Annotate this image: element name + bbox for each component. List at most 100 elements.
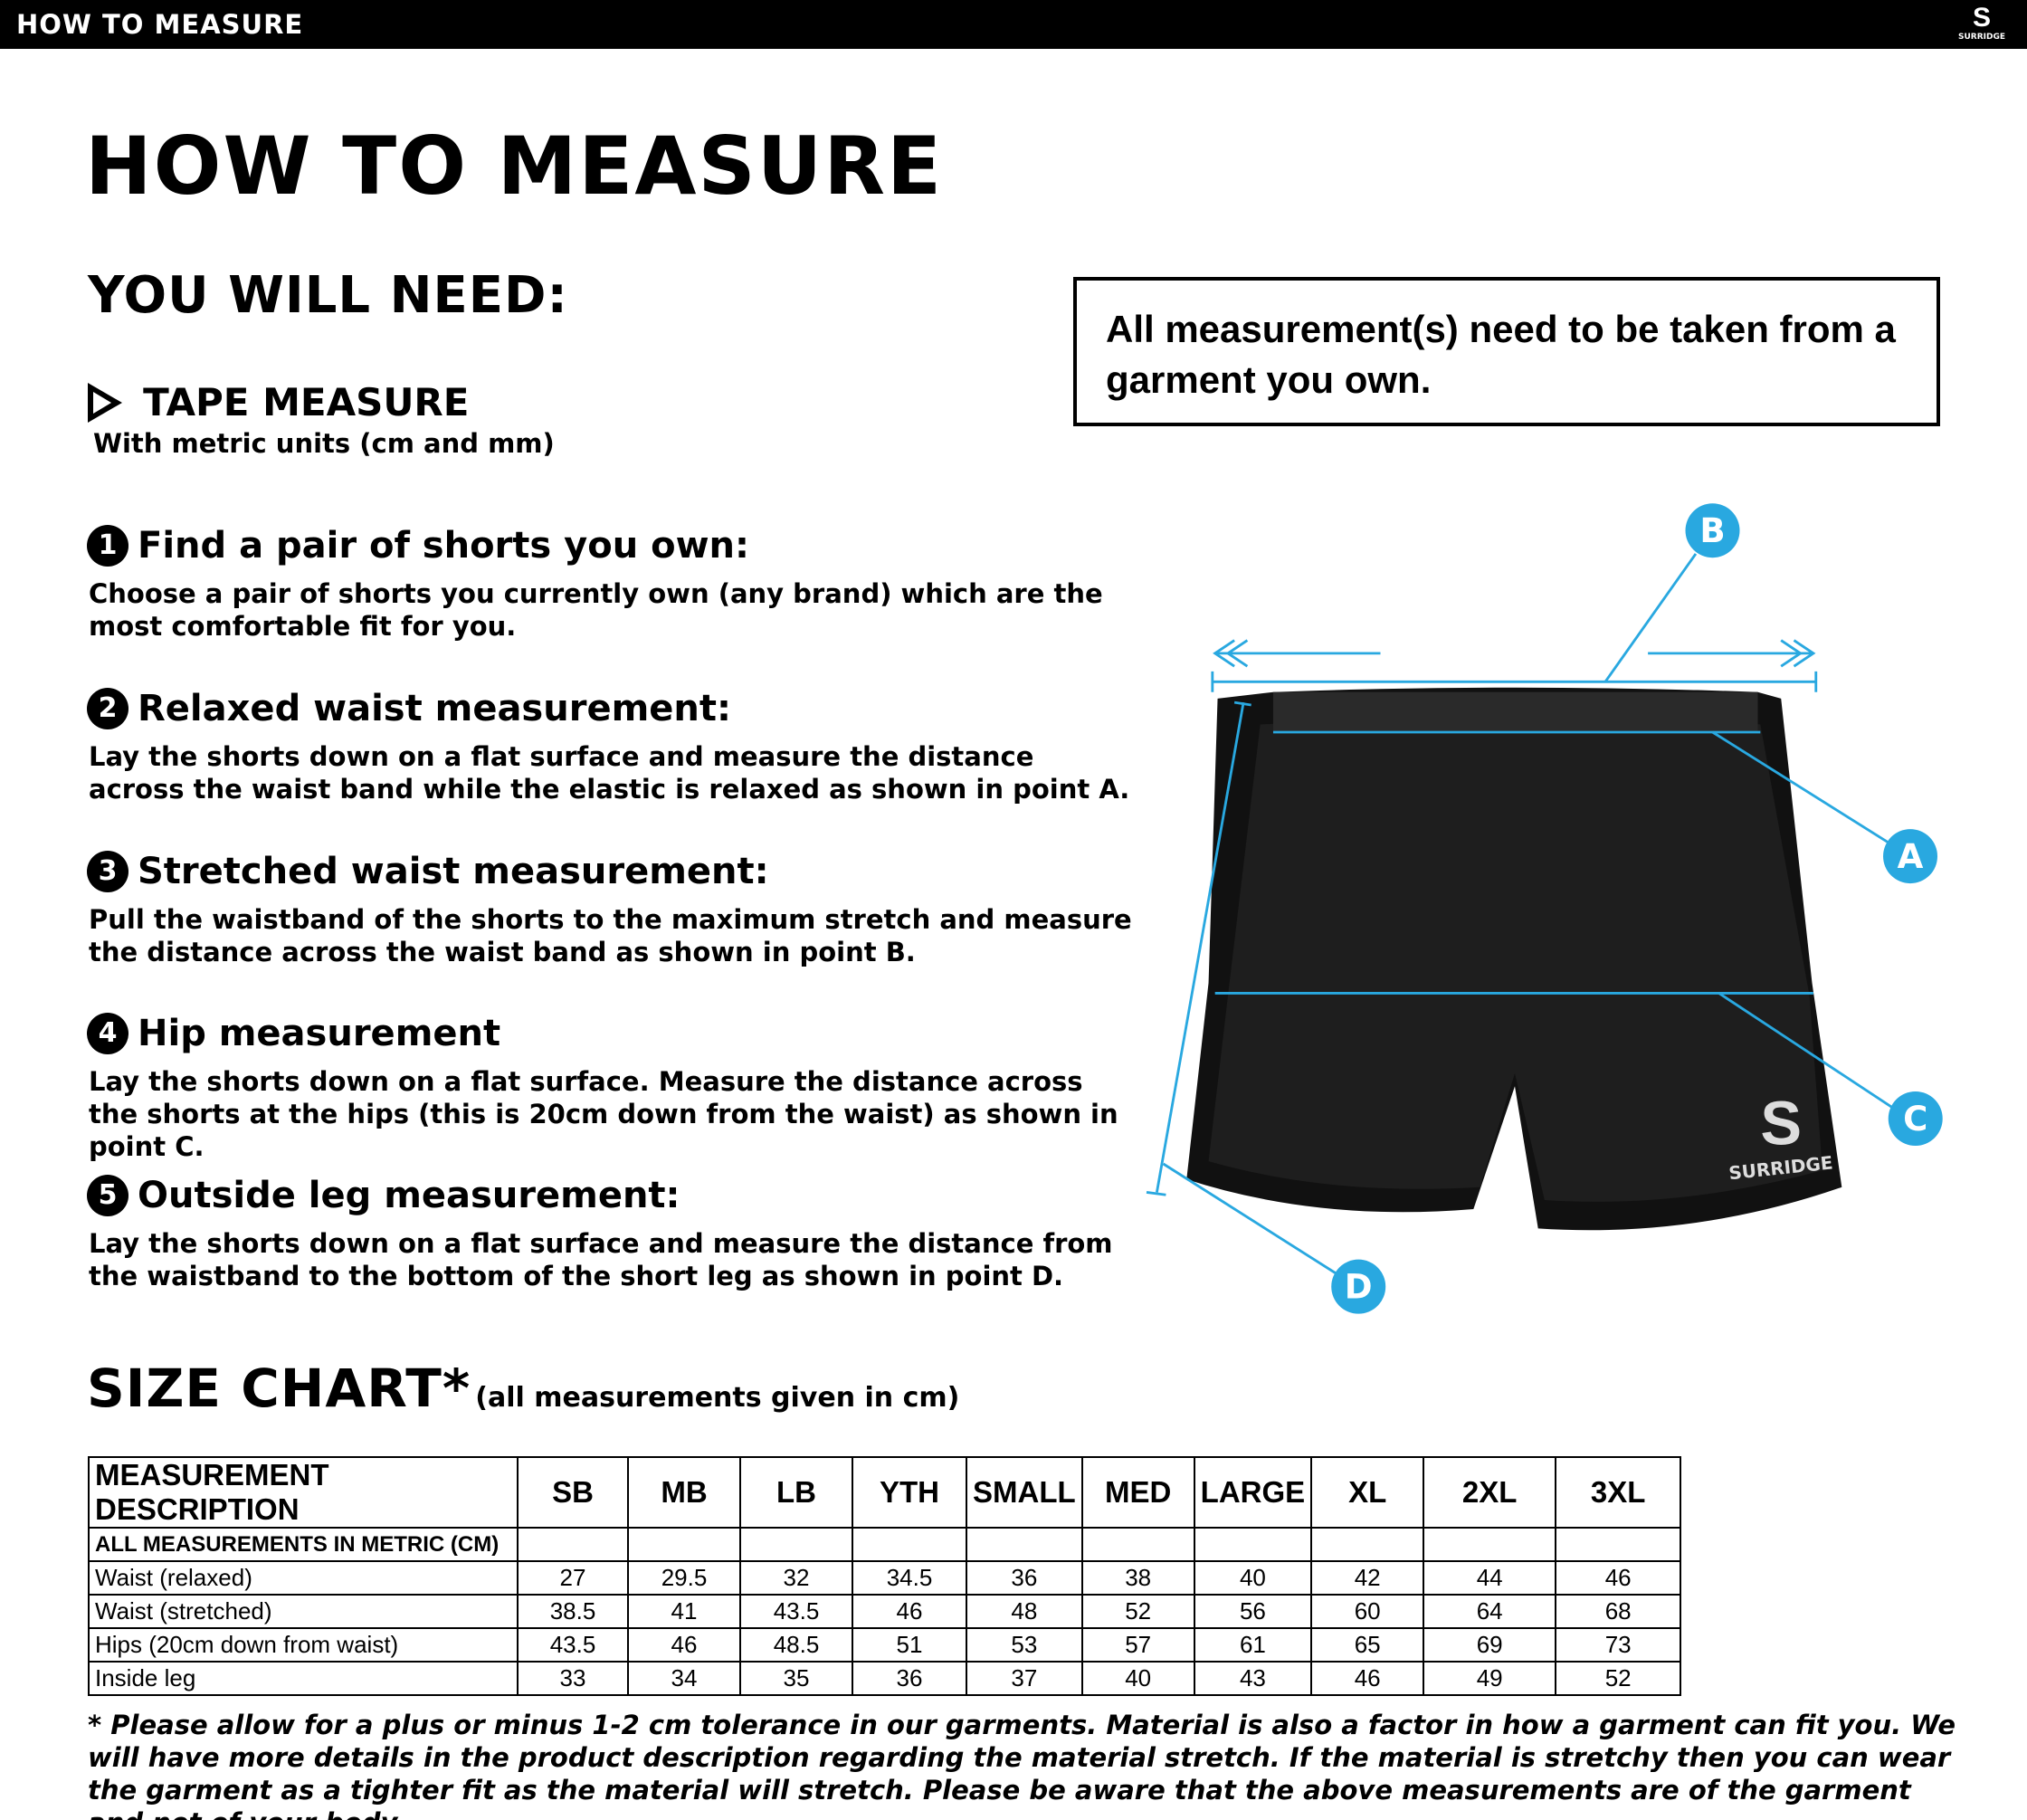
arrow-left-icon [1213, 639, 1249, 668]
cell: 52 [1080, 1594, 1195, 1629]
footnote: * Please allow for a plus or minus 1-2 c… [88, 1710, 1956, 1820]
cell: XL [1310, 1456, 1425, 1529]
tape-measure-item: TAPE MEASURE With metric units (cm and m… [88, 380, 555, 459]
size-chart-title: SIZE CHART* [87, 1358, 471, 1419]
step-body: Lay the shorts down on a flat surface an… [89, 741, 1130, 805]
table-row: Hips (20cm down from waist) 43.5 46 48.5 51 5… [88, 1627, 1682, 1663]
cell [739, 1527, 853, 1562]
cell: 33 [517, 1661, 629, 1696]
size-chart-table: MEASUREMENT DESCRIPTION SB MB LB YTH SMALL MED… [88, 1456, 1682, 1696]
table-row: Inside leg 33 34 35 36 37 40 43 46 49 52 [88, 1661, 1682, 1696]
cell [517, 1527, 629, 1562]
measure-line-d [1156, 701, 1245, 1193]
label-a: A [1898, 837, 1924, 876]
step-title: Stretched waist measurement: [138, 851, 769, 892]
note-text: All measurement(s) need to be taken from… [1106, 308, 1896, 401]
label-b: B [1699, 511, 1725, 550]
cell [627, 1527, 741, 1562]
cell: 43 [1193, 1661, 1313, 1696]
garment-logo-s: S [1760, 1089, 1802, 1158]
step-body: Lay the shorts down on a flat surface an… [89, 1228, 1113, 1291]
step-5: 5 Outside leg measurement: Lay the shorts… [87, 1175, 1137, 1292]
shorts-panel [1208, 719, 1822, 1202]
cell: LARGE [1193, 1456, 1313, 1529]
step-number: 2 [87, 688, 128, 729]
cell: 40 [1193, 1560, 1313, 1596]
cell: 57 [1080, 1627, 1195, 1663]
metric-row: ALL MEASUREMENTS IN METRIC (CM) [88, 1527, 1682, 1562]
cell: 69 [1423, 1627, 1557, 1663]
cell: 73 [1555, 1627, 1682, 1663]
cell: 60 [1310, 1594, 1425, 1629]
row-label: ALL MEASUREMENTS IN METRIC (CM) [88, 1527, 519, 1562]
cell: 49 [1423, 1661, 1557, 1696]
step-title: Outside leg measurement: [138, 1175, 680, 1216]
top-bar-title: HOW TO MEASURE [16, 9, 304, 40]
cell: 68 [1555, 1594, 1682, 1629]
pointer-d [1162, 1162, 1337, 1275]
step-body: Choose a pair of shorts you currently ow… [89, 578, 1103, 642]
shorts-diagram: S SURRIDGE B A C [1146, 503, 1943, 1314]
cell: 56 [1193, 1594, 1313, 1629]
tick [1146, 1190, 1166, 1196]
cell: 3XL [1555, 1456, 1682, 1529]
cell: 38 [1080, 1560, 1195, 1596]
row-label: MEASUREMENT DESCRIPTION [88, 1456, 519, 1529]
cell: 51 [852, 1627, 967, 1663]
surridge-logo: S SURRIDGE [1957, 3, 2005, 43]
cell: 48.5 [739, 1627, 853, 1663]
pointer-b [1604, 553, 1698, 683]
row-label: Waist (relaxed) [88, 1560, 519, 1596]
step-body: Lay the shorts down on a flat surface. M… [89, 1066, 1118, 1162]
cell: 46 [852, 1594, 967, 1629]
table-header: MEASUREMENT DESCRIPTION SB MB LB YTH SMALL MED… [88, 1456, 1682, 1529]
cell: 43.5 [739, 1594, 853, 1629]
cell: 46 [1555, 1560, 1682, 1596]
cell: MED [1080, 1456, 1195, 1529]
play-triangle-icon [88, 382, 122, 423]
tape-title: TAPE MEASURE [143, 380, 470, 424]
tape-subtitle: With metric units (cm and mm) [93, 428, 555, 459]
step-number: 1 [87, 525, 128, 567]
cell: MB [627, 1456, 741, 1529]
table-row: Waist (relaxed) 27 29.5 32 34.5 36 38 40 42 44 46 [88, 1560, 1682, 1596]
cell: 34 [627, 1661, 741, 1696]
step-3: 3 Stretched waist measurement: Pull the w… [87, 851, 1137, 968]
step-number: 5 [87, 1175, 128, 1216]
waistband [1272, 691, 1758, 731]
label-a-badge [1883, 829, 1938, 884]
cell: 46 [627, 1627, 741, 1663]
pointer-a [1711, 730, 1890, 845]
cell: 43.5 [517, 1627, 629, 1663]
cell: 53 [966, 1627, 1083, 1663]
cell: LB [739, 1456, 853, 1529]
cell [1555, 1527, 1682, 1562]
cell [852, 1527, 967, 1562]
cell: 52 [1555, 1661, 1682, 1696]
cell [1080, 1527, 1195, 1562]
cell [1193, 1527, 1313, 1562]
label-c-badge [1888, 1091, 1943, 1146]
step-1: 1 Find a pair of shorts you own: Choose a… [87, 525, 1137, 643]
cell: SB [517, 1456, 629, 1529]
step-4: 4 Hip measurement Lay the shorts down on … [87, 1013, 1137, 1163]
table-row: Waist (stretched) 38.5 41 43.5 46 48 52 56 60 64 6… [88, 1594, 1682, 1629]
page-title: HOW TO MEASURE [85, 119, 944, 213]
cell: 34.5 [852, 1560, 967, 1596]
cell: 36 [966, 1560, 1083, 1596]
cell: 42 [1310, 1560, 1425, 1596]
cell: 40 [1080, 1661, 1195, 1696]
label-d: D [1345, 1268, 1373, 1307]
step-title: Find a pair of shorts you own: [138, 525, 749, 567]
cell: 65 [1310, 1627, 1425, 1663]
cell: 64 [1423, 1594, 1557, 1629]
size-chart-heading: SIZE CHART* (all measurements given in c… [87, 1358, 959, 1419]
label-b-badge [1685, 503, 1740, 558]
note-box: All measurement(s) need to be taken from… [1073, 277, 1940, 426]
cell: 44 [1423, 1560, 1557, 1596]
you-will-need-heading: YOU WILL NEED: [88, 266, 568, 325]
cell: 35 [739, 1661, 853, 1696]
arrow-right-icon [1780, 639, 1816, 668]
step-2: 2 Relaxed waist measurement: Lay the shor… [87, 688, 1137, 805]
